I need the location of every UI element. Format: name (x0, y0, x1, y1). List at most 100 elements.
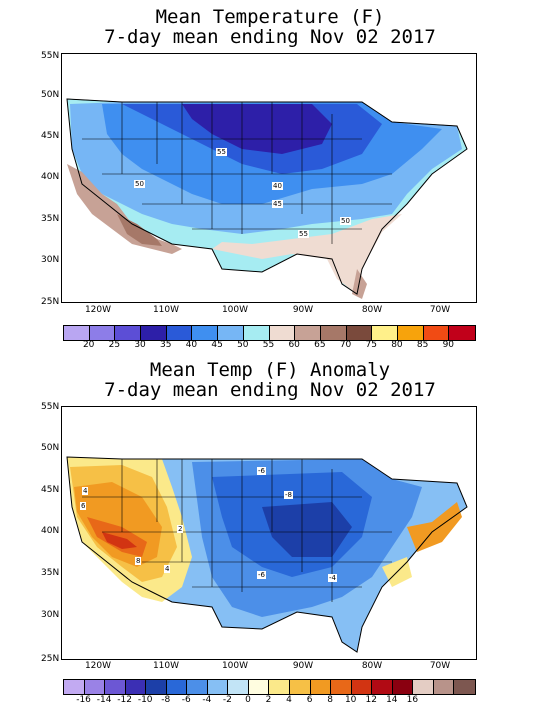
colorbar-label: -6 (181, 695, 191, 705)
colorbar-label: 40 (185, 340, 198, 350)
colorbar-label: -12 (117, 695, 132, 705)
colorbar-label: 90 (442, 340, 455, 350)
colorbar-swatch (64, 326, 90, 340)
colorbar-label: 6 (306, 695, 313, 705)
colorbar-swatch (84, 680, 106, 694)
colorbar-label: 20 (82, 340, 95, 350)
panel-title-line1: Mean Temperature (F) (155, 6, 385, 28)
contour-label: -4 (328, 574, 337, 582)
lon-label: 120W (84, 661, 112, 671)
contour-label: -8 (284, 491, 293, 499)
temperature-anomaly-panel: Mean Temp (F) Anomaly 7-day mean ending … (0, 354, 540, 709)
colorbar-swatch (64, 680, 85, 694)
lon-label: 70W (429, 661, 451, 671)
lon-label: 80W (361, 661, 383, 671)
colorbar-label: 65 (314, 340, 326, 350)
colorbar-swatch (290, 680, 311, 694)
colorbar-swatch (310, 680, 332, 694)
colorbar-label: 16 (406, 695, 419, 705)
colorbar-label: -2 (222, 695, 232, 705)
lat-label: 35N (41, 214, 60, 224)
colorbar-label: 30 (134, 340, 146, 350)
contour-label: 45 (272, 200, 283, 208)
contour-label: 50 (340, 217, 351, 225)
lon-label: 100W (221, 305, 249, 315)
colorbar-swatch (449, 326, 475, 340)
lat-label: 30N (41, 610, 60, 620)
contour-label: 6 (80, 502, 87, 510)
lat-label: 50N (41, 90, 60, 100)
temperature-map: 55 50 40 45 50 55 (61, 53, 477, 303)
colorbar-swatch (207, 680, 229, 694)
lat-label: 35N (41, 568, 60, 578)
lon-label: 90W (292, 661, 314, 671)
lat-label: 55N (41, 51, 60, 61)
colorbar-swatch (351, 680, 373, 694)
contour-label: 4 (164, 565, 171, 573)
contour-label: -6 (257, 467, 266, 475)
colorbar-label: -16 (76, 695, 91, 705)
colorbar-swatch (331, 680, 352, 694)
temperature-colorbar-labels: 20 25 30 35 40 45 50 55 60 65 70 75 80 85 90 (63, 340, 474, 352)
colorbar-swatch (372, 326, 398, 340)
colorbar-swatch (166, 680, 188, 694)
colorbar-swatch (269, 680, 291, 694)
lat-label: 40N (41, 526, 60, 536)
anomaly-colorbar-labels: -16 -14 -12 -10 -8 -6 -4 -2 0 2 4 6 8 10 12 14 16 (63, 695, 474, 707)
colorbar-swatch (248, 680, 270, 694)
colorbar-label: 85 (416, 340, 429, 350)
anomaly-map-graphic (66, 456, 468, 653)
temperature-colorbar (63, 325, 476, 341)
colorbar-swatch (89, 326, 116, 340)
colorbar-swatch (269, 326, 296, 340)
contour-label: 2 (177, 525, 184, 533)
colorbar-label: 4 (286, 695, 292, 705)
mean-temperature-panel: Mean Temperature (F) 7-day mean ending N… (0, 0, 540, 354)
colorbar-swatch (346, 326, 373, 340)
colorbar-swatch (105, 680, 126, 694)
colorbar-label: 25 (108, 340, 121, 350)
panel-title-line2: 7-day mean ending Nov 02 2017 (104, 379, 436, 401)
lon-label: 110W (152, 305, 180, 315)
lon-label: 80W (361, 305, 383, 315)
colorbar-label: 35 (160, 340, 172, 350)
colorbar-swatch (454, 680, 475, 694)
colorbar-swatch (125, 680, 147, 694)
lat-label: 25N (41, 654, 60, 664)
contour-label: 40 (272, 182, 283, 190)
colorbar-swatch (141, 326, 167, 340)
colorbar-swatch (433, 680, 455, 694)
contour-label: 50 (134, 180, 145, 188)
lat-label: 30N (41, 255, 60, 265)
lon-label: 120W (84, 305, 112, 315)
lat-label: 55N (41, 402, 60, 412)
colorbar-label: 10 (344, 695, 357, 705)
anomaly-map: -6 -8 -6 -4 2 4 6 8 4 (61, 406, 477, 660)
anomaly-colorbar (63, 679, 476, 695)
lat-label: 25N (41, 297, 60, 307)
colorbar-swatch (392, 680, 414, 694)
lon-label: 70W (429, 305, 451, 315)
lon-label: 100W (221, 661, 249, 671)
contour-label: 4 (82, 487, 89, 495)
colorbar-label: 0 (245, 695, 251, 705)
contour-label: 55 (298, 230, 309, 238)
colorbar-label: 12 (365, 695, 377, 705)
colorbar-label: 80 (391, 340, 403, 350)
colorbar-swatch (192, 326, 219, 340)
colorbar-label: 55 (262, 340, 275, 350)
colorbar-label: 8 (327, 695, 334, 705)
colorbar-label: 60 (288, 340, 300, 350)
lat-label: 45N (41, 485, 60, 495)
colorbar-swatch (423, 326, 450, 340)
colorbar-label: 45 (211, 340, 223, 350)
panel-title-line1: Mean Temp (F) Anomaly (149, 359, 391, 381)
colorbar-label: -4 (202, 695, 212, 705)
lon-label: 90W (292, 305, 314, 315)
colorbar-swatch (228, 680, 249, 694)
contour-label: -6 (257, 571, 266, 579)
colorbar-swatch (187, 680, 208, 694)
lat-label: 40N (41, 172, 60, 182)
colorbar-swatch (146, 680, 167, 694)
lat-label: 45N (41, 131, 60, 141)
